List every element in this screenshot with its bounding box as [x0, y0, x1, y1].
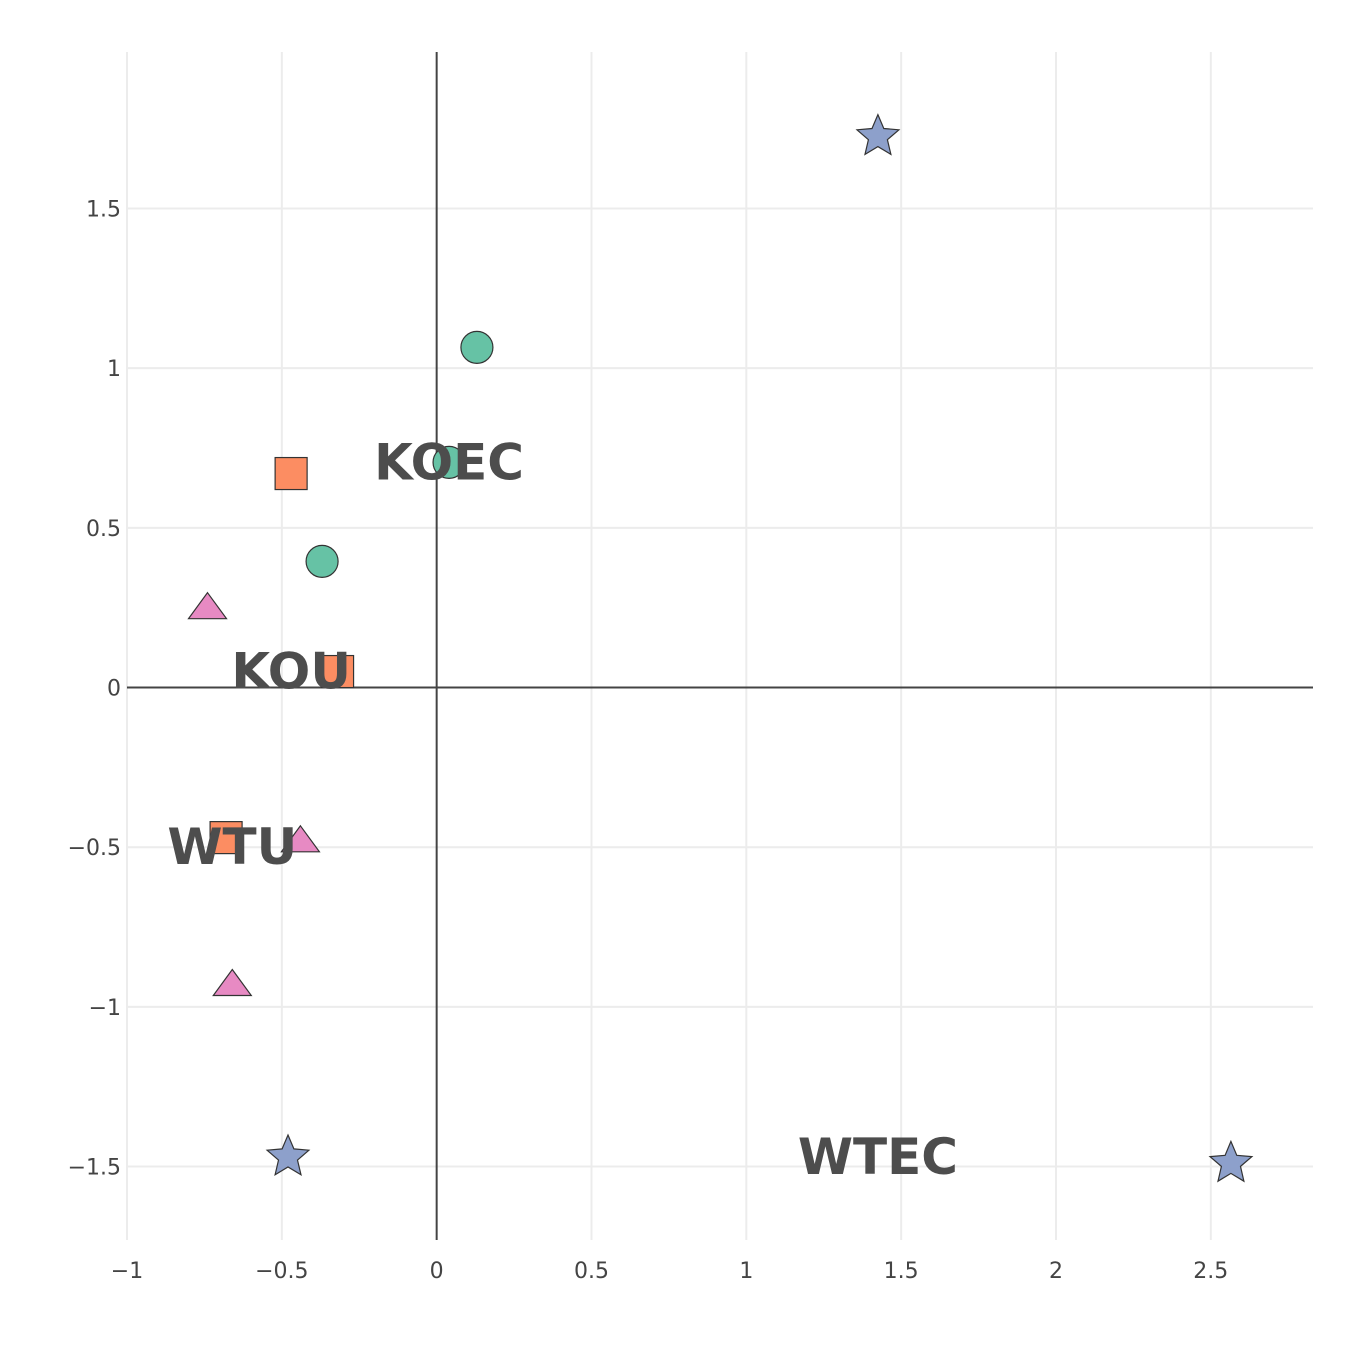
data-markers [187, 113, 1254, 1183]
triangle-marker [280, 824, 321, 853]
square-marker [320, 654, 355, 689]
circle-marker [305, 544, 339, 578]
y-tick-label: −1 [89, 996, 121, 1021]
square-marker [209, 821, 243, 855]
x-tick-label: −0.5 [255, 1259, 308, 1284]
y-tick-label: 0 [107, 677, 121, 702]
gridlines [126, 52, 1313, 1240]
x-tick-label: 1.5 [884, 1259, 919, 1284]
star-marker [265, 1133, 311, 1177]
x-tick-label: 2.5 [1193, 1259, 1228, 1284]
group-label-wtec: WTEC [798, 1128, 958, 1186]
group-label-kou: KOU [231, 643, 351, 701]
group-label-koec: KOEC [374, 433, 524, 491]
y-tick-label: 0.5 [86, 517, 121, 542]
x-tick-label: 0.5 [574, 1259, 609, 1284]
y-tick-label: −0.5 [68, 836, 121, 861]
group-labels: KOEC KOU WTU WTEC [167, 433, 958, 1186]
group-label-wtu: WTU [167, 818, 297, 876]
x-tick-label: 2 [1049, 1259, 1063, 1284]
x-tick-label: −1 [111, 1259, 143, 1284]
x-tick-label: 1 [739, 1259, 753, 1284]
x-axis-ticks: −1 −0.5 0 0.5 1 1.5 2 2.5 [111, 1259, 1229, 1284]
star-marker [1208, 1139, 1254, 1183]
y-tick-label: −1.5 [68, 1156, 121, 1181]
y-tick-label: 1 [107, 357, 121, 382]
square-marker [274, 456, 308, 491]
y-axis-ticks: −1.5 −1 −0.5 0 0.5 1 1.5 [68, 197, 121, 1180]
y-tick-label: 1.5 [86, 197, 121, 222]
triangle-marker [212, 968, 253, 997]
star-marker [855, 113, 901, 156]
triangle-marker [187, 591, 228, 620]
circle-marker [432, 445, 466, 479]
x-tick-label: 0 [430, 1259, 444, 1284]
circle-marker [460, 330, 494, 365]
